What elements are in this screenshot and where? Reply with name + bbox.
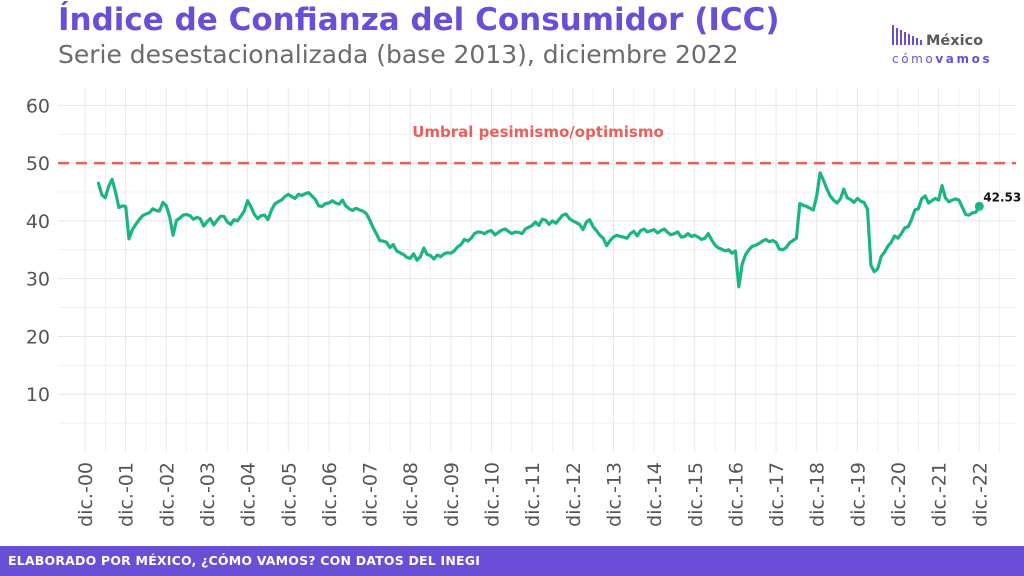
x-tick-label: dic.-01	[116, 462, 138, 527]
last-point-label: 42.53	[983, 190, 1021, 204]
x-tick-label: dic.-12	[563, 462, 585, 527]
y-tick-label: 20	[26, 326, 50, 348]
mexico-como-vamos-logo: México cómovamos	[892, 25, 992, 66]
y-axis-tick-labels: 10 20 30 40 50 60	[26, 95, 50, 406]
logo-word-mexico: México	[926, 33, 983, 49]
y-tick-label: 30	[26, 269, 50, 291]
x-tick-label: dic.-18	[807, 462, 829, 527]
y-tick-label: 60	[26, 95, 50, 117]
footer-bar: ELABORADO POR MÉXICO, ¿CÓMO VAMOS? CON D…	[0, 546, 1024, 576]
x-tick-label: dic.-00	[75, 462, 97, 527]
x-tick-label: dic.-06	[319, 462, 341, 527]
x-tick-label: dic.-07	[360, 462, 382, 527]
threshold-group: Umbral pesimismo/optimismo	[58, 123, 1016, 165]
x-axis-tick-labels: dic.-00 dic.-01 dic.-02 dic.-03 dic.-04 dic.-…	[75, 462, 991, 527]
logo-word-como: cómo	[892, 52, 935, 66]
logo-bars-icon	[892, 25, 922, 45]
x-tick-label: dic.-17	[766, 462, 788, 527]
annotation-group: 42.53	[974, 190, 1021, 211]
footer-source-text: ELABORADO POR MÉXICO, ¿CÓMO VAMOS? CON D…	[8, 553, 481, 568]
x-tick-label: dic.-11	[522, 462, 544, 527]
y-tick-label: 50	[26, 153, 50, 175]
page-subtitle: Serie desestacionalizada (base 2013), di…	[58, 40, 739, 69]
y-tick-label: 40	[26, 211, 50, 233]
last-point-marker	[974, 201, 984, 211]
logo-word-como-vamos: cómovamos	[892, 52, 992, 66]
x-tick-label: dic.-22	[969, 462, 991, 527]
x-tick-label: dic.-02	[156, 462, 178, 527]
x-tick-label: dic.-03	[197, 462, 219, 527]
page-title: Índice de Confianza del Consumidor (ICC)	[58, 2, 780, 38]
x-tick-label: dic.-04	[238, 462, 260, 527]
x-tick-label: dic.-09	[441, 462, 463, 527]
x-tick-label: dic.-08	[400, 462, 422, 527]
x-tick-label: dic.-21	[929, 462, 951, 527]
threshold-label: Umbral pesimismo/optimismo	[412, 123, 664, 141]
y-tick-label: 10	[26, 384, 50, 406]
x-tick-label: dic.-14	[644, 462, 666, 527]
x-tick-label: dic.-15	[685, 462, 707, 527]
x-tick-label: dic.-16	[725, 462, 747, 527]
x-tick-label: dic.-05	[278, 462, 300, 527]
x-tick-label: dic.-19	[847, 462, 869, 527]
x-tick-label: dic.-13	[603, 462, 625, 527]
logo-word-vamos: vamos	[935, 52, 992, 66]
chart-gridlines	[58, 88, 1016, 452]
icc-series-line	[96, 171, 981, 289]
series-group	[96, 171, 981, 289]
x-tick-label: dic.-20	[888, 462, 910, 527]
x-tick-label: dic.-10	[482, 462, 504, 527]
